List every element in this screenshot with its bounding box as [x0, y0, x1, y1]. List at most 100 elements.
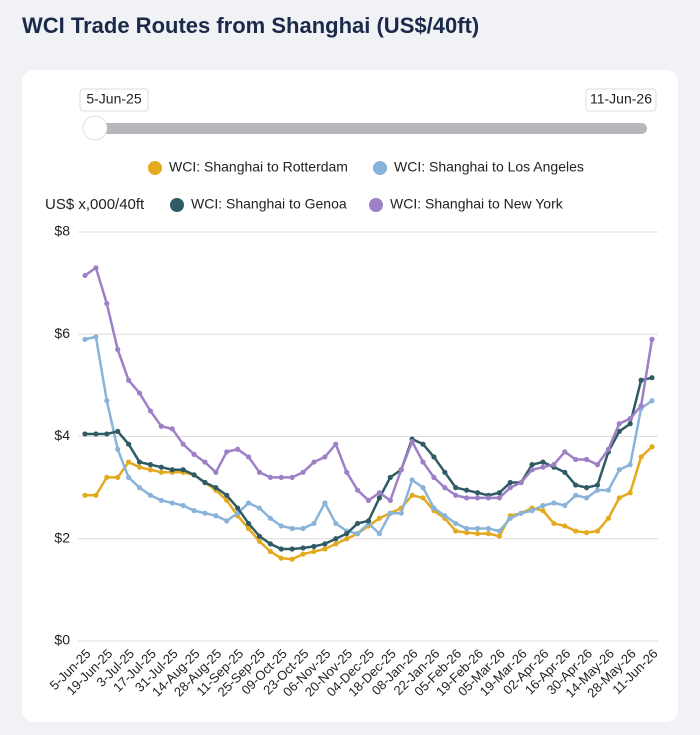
data-point — [82, 272, 88, 279]
data-point — [245, 525, 252, 532]
data-point — [191, 472, 197, 478]
data-point — [256, 533, 263, 539]
data-point — [605, 446, 611, 452]
data-point — [605, 515, 611, 521]
data-point — [638, 377, 644, 383]
data-point — [278, 523, 284, 529]
data-point — [311, 520, 317, 527]
data-point — [365, 518, 372, 524]
data-point — [256, 538, 263, 544]
data-point — [453, 492, 459, 498]
data-point — [464, 487, 470, 493]
slider-handle[interactable] — [82, 115, 108, 141]
data-point — [496, 533, 502, 539]
data-point — [300, 469, 306, 475]
data-point — [300, 551, 306, 557]
data-point — [289, 474, 295, 480]
data-point — [474, 531, 481, 537]
data-point — [180, 467, 186, 473]
data-point — [93, 431, 99, 437]
data-point — [573, 528, 579, 534]
data-point — [245, 500, 252, 506]
data-point — [202, 479, 208, 486]
data-point — [583, 456, 590, 463]
data-point — [136, 390, 143, 396]
y-axis-label: US$ x,000/40ft — [45, 196, 145, 213]
legend-marker — [373, 161, 387, 175]
data-point — [82, 492, 88, 498]
slider-end: 11-Jun-26 — [590, 91, 652, 107]
y-tick-label: $6 — [54, 325, 70, 341]
data-point — [180, 502, 186, 509]
data-point — [333, 520, 339, 527]
data-point — [420, 459, 426, 465]
data-point — [638, 403, 644, 409]
data-point — [638, 454, 644, 460]
data-point — [529, 467, 535, 473]
data-point — [605, 487, 611, 493]
data-point — [616, 428, 622, 434]
data-point — [551, 520, 557, 527]
data-point — [126, 474, 132, 480]
data-point — [278, 546, 284, 552]
data-point — [311, 548, 317, 555]
slider-start: 5-Jun-25 — [86, 91, 141, 107]
data-point — [300, 545, 306, 551]
data-point — [551, 462, 557, 468]
data-point — [649, 336, 655, 342]
legend-marker — [148, 161, 162, 175]
data-point — [431, 505, 437, 511]
data-point — [300, 525, 306, 532]
data-point — [627, 462, 633, 468]
data-point — [224, 518, 230, 524]
data-point — [136, 459, 143, 465]
data-point — [627, 490, 633, 496]
data-point — [311, 543, 317, 550]
data-point — [583, 495, 590, 501]
slider-track[interactable] — [95, 123, 647, 134]
data-point — [147, 492, 154, 498]
data-point — [562, 523, 568, 529]
data-point — [551, 500, 557, 506]
data-point — [289, 556, 295, 562]
y-tick-label: $8 — [54, 223, 70, 239]
data-point — [354, 520, 361, 527]
data-point — [496, 490, 502, 496]
data-point — [594, 482, 601, 488]
data-point — [464, 495, 470, 501]
legend-marker — [369, 198, 383, 212]
data-point — [289, 525, 295, 532]
data-point — [442, 469, 448, 475]
data-point — [333, 541, 339, 547]
data-point — [365, 497, 372, 504]
data-point — [213, 469, 219, 475]
data-point — [158, 469, 164, 475]
data-point — [616, 467, 622, 473]
data-point — [158, 497, 164, 504]
slider-end-box — [585, 88, 657, 112]
chart-title: WCI Trade Routes from Shanghai (US$/40ft… — [22, 13, 479, 38]
data-point — [616, 495, 622, 501]
data-point — [583, 485, 590, 491]
data-point — [82, 431, 88, 437]
data-point — [180, 441, 186, 447]
data-point — [267, 541, 273, 547]
data-point — [496, 528, 502, 534]
data-point — [507, 485, 513, 491]
data-point — [147, 467, 154, 473]
data-point — [409, 492, 415, 498]
data-point — [376, 490, 383, 496]
data-point — [333, 441, 339, 447]
data-point — [104, 398, 110, 404]
data-point — [322, 541, 328, 547]
data-point — [169, 467, 175, 473]
data-point — [224, 497, 230, 504]
data-point — [420, 485, 426, 491]
data-point — [464, 525, 470, 532]
data-point — [191, 451, 197, 457]
data-point — [136, 485, 143, 491]
data-point — [126, 377, 132, 383]
data-point — [169, 426, 175, 432]
data-point — [485, 495, 492, 501]
